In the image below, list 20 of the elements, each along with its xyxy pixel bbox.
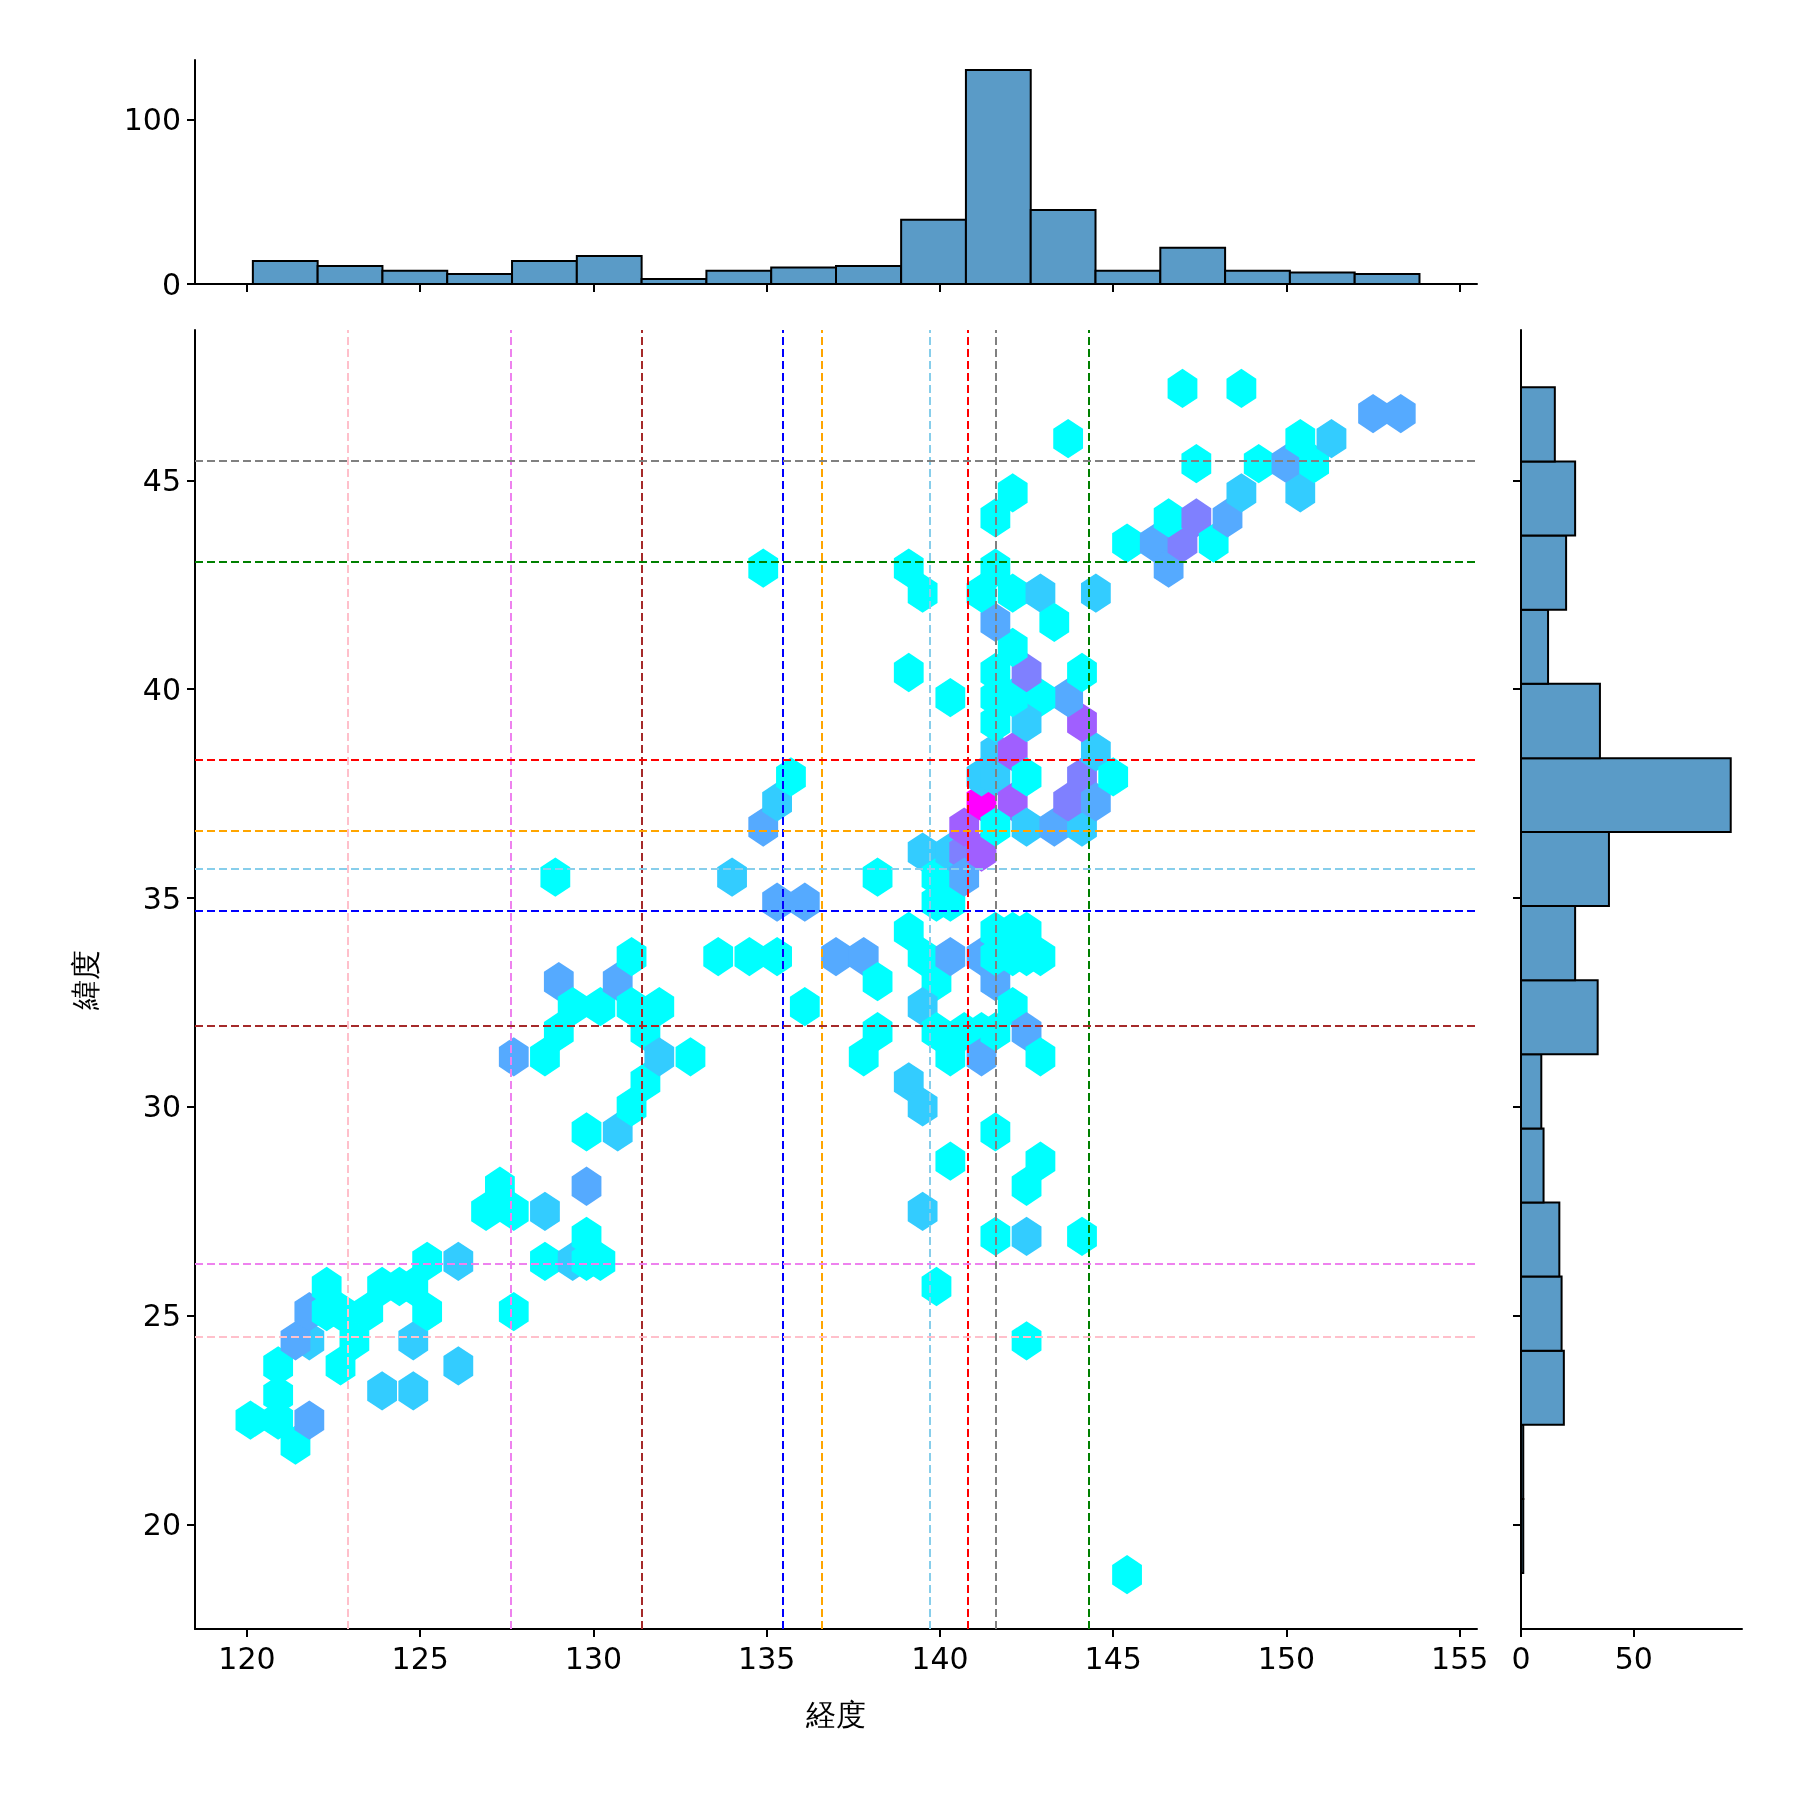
y-tick-label: 100 — [123, 101, 181, 137]
y-tick-label: 0 — [161, 266, 181, 302]
x-tick-label: 135 — [738, 1640, 796, 1676]
x-axis-title: 経度 — [805, 1696, 866, 1732]
y-tick-label: 20 — [142, 1507, 181, 1543]
y-tick-label: 40 — [142, 671, 181, 707]
x-tick-label: 130 — [564, 1640, 623, 1676]
y-tick-label: 45 — [142, 462, 181, 498]
y-tick-label: 25 — [142, 1298, 181, 1334]
y-tick-label: 35 — [142, 880, 181, 916]
x-tick-label: 125 — [391, 1640, 449, 1676]
x-tick-label: 120 — [218, 1640, 276, 1676]
x-tick-label: 150 — [1257, 1640, 1316, 1676]
x-tick-label: 50 — [1614, 1640, 1653, 1676]
x-tick-label: 140 — [911, 1640, 969, 1676]
y-axis-title: 緯度 — [67, 949, 103, 1011]
x-tick-label: 0 — [1511, 1640, 1531, 1676]
y-tick-label: 30 — [142, 1089, 181, 1125]
x-tick-label: 145 — [1084, 1640, 1142, 1676]
x-tick-label: 155 — [1431, 1640, 1489, 1676]
